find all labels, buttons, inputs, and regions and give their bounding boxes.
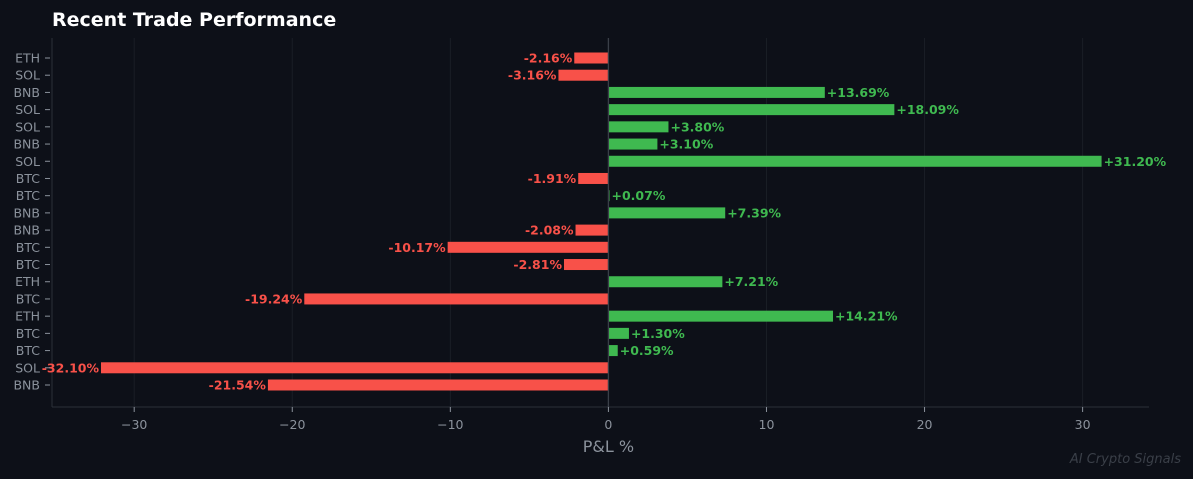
bar bbox=[447, 241, 609, 253]
data-label: +3.80% bbox=[670, 119, 724, 134]
bar bbox=[608, 86, 825, 98]
data-label: +18.09% bbox=[896, 102, 959, 117]
data-label: -2.81% bbox=[513, 257, 562, 272]
data-label: +31.20% bbox=[1104, 154, 1167, 169]
y-tick-label: BTC bbox=[16, 171, 40, 186]
data-label: +3.10% bbox=[659, 137, 713, 152]
bar bbox=[608, 207, 726, 219]
data-label: +1.30% bbox=[631, 326, 685, 341]
data-label: +14.21% bbox=[835, 309, 898, 324]
y-tick-label: BTC bbox=[16, 240, 40, 255]
data-label: -21.54% bbox=[209, 378, 267, 393]
bar bbox=[608, 155, 1102, 167]
data-label: -2.08% bbox=[525, 223, 574, 238]
bar bbox=[608, 327, 629, 339]
y-tick-label: BNB bbox=[13, 205, 40, 220]
x-tick-label: 10 bbox=[759, 417, 775, 432]
y-tick-label: BTC bbox=[16, 343, 40, 358]
y-tick-label: BTC bbox=[16, 291, 40, 306]
bar bbox=[608, 276, 723, 288]
data-label: -32.10% bbox=[42, 360, 100, 375]
y-tick-label: SOL bbox=[15, 68, 40, 83]
bar bbox=[563, 259, 609, 271]
data-label: -2.16% bbox=[524, 51, 573, 66]
bar bbox=[101, 362, 609, 374]
bar bbox=[608, 345, 618, 357]
data-label: -19.24% bbox=[245, 291, 303, 306]
y-tick-label: BNB bbox=[13, 137, 40, 152]
y-tick-label: BNB bbox=[13, 85, 40, 100]
bar bbox=[574, 52, 609, 64]
chart-title: Recent Trade Performance bbox=[52, 9, 337, 31]
data-label: -1.91% bbox=[528, 171, 577, 186]
bar bbox=[608, 104, 895, 116]
bar bbox=[558, 69, 609, 81]
y-tick-label: ETH bbox=[15, 309, 40, 324]
y-tick-label: BNB bbox=[13, 378, 40, 393]
x-tick-label: 20 bbox=[917, 417, 933, 432]
bar bbox=[608, 138, 658, 150]
y-tick-label: SOL bbox=[15, 102, 40, 117]
y-tick-label: BNB bbox=[13, 223, 40, 238]
y-tick-label: BTC bbox=[16, 188, 40, 203]
bar bbox=[608, 310, 834, 322]
data-label: +7.39% bbox=[727, 205, 781, 220]
y-tick-label: SOL bbox=[15, 360, 40, 375]
x-tick-label: −30 bbox=[121, 417, 147, 432]
bar bbox=[575, 224, 609, 236]
y-tick-label: ETH bbox=[15, 274, 40, 289]
y-tick-label: BTC bbox=[16, 326, 40, 341]
bar bbox=[304, 293, 609, 305]
x-tick-label: −10 bbox=[437, 417, 463, 432]
watermark: AI Crypto Signals bbox=[1069, 452, 1181, 467]
y-tick-label: BTC bbox=[16, 257, 40, 272]
y-tick-label: ETH bbox=[15, 51, 40, 66]
data-label: -3.16% bbox=[508, 68, 557, 83]
data-label: -10.17% bbox=[388, 240, 446, 255]
data-label: +13.69% bbox=[827, 85, 890, 100]
x-tick-label: −20 bbox=[279, 417, 305, 432]
data-label: +0.07% bbox=[612, 188, 666, 203]
data-label: +0.59% bbox=[620, 343, 674, 358]
bar bbox=[578, 172, 609, 184]
bar bbox=[608, 121, 669, 133]
y-tick-label: SOL bbox=[15, 154, 40, 169]
y-tick-label: SOL bbox=[15, 119, 40, 134]
x-tick-label: 30 bbox=[1075, 417, 1091, 432]
x-tick-label: 0 bbox=[604, 417, 612, 432]
x-axis-label: P&L % bbox=[583, 437, 634, 456]
bar bbox=[267, 379, 609, 391]
data-label: +7.21% bbox=[724, 274, 778, 289]
